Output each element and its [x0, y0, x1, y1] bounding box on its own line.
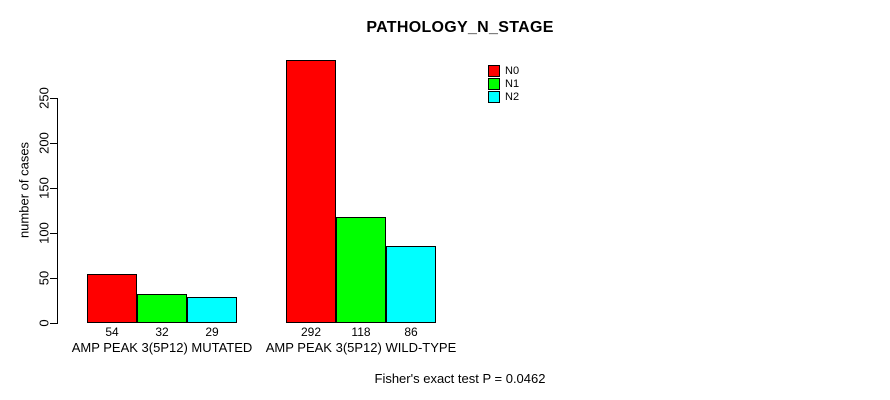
bar-value-label: 86	[404, 325, 418, 339]
y-axis-tick-label: 50	[36, 270, 52, 286]
bar-value-label: 29	[205, 325, 219, 339]
y-axis-tick	[50, 143, 57, 144]
bar-n1-group1	[137, 294, 187, 323]
bar-value-label: 292	[300, 325, 322, 339]
legend-swatch-n0	[488, 65, 500, 77]
y-axis-tick-label: 250	[36, 87, 52, 109]
y-axis-line	[57, 98, 58, 324]
y-axis-tick	[50, 188, 57, 189]
bar-n2-group2	[386, 246, 436, 323]
bar-value-label: 54	[105, 325, 119, 339]
y-axis-tick-label: 0	[36, 319, 52, 327]
bar-n0-group1	[87, 274, 137, 323]
stat-annotation: Fisher's exact test P = 0.0462	[374, 371, 546, 386]
y-axis-tick	[50, 98, 57, 99]
x-axis-group-label: AMP PEAK 3(5P12) MUTATED	[71, 340, 253, 355]
y-axis-tick-label: 200	[36, 132, 52, 154]
y-axis-tick-label: 100	[36, 222, 52, 244]
bar-n1-group2	[336, 217, 386, 323]
y-axis-tick	[50, 323, 57, 324]
bar-value-label: 32	[155, 325, 169, 339]
chart-title: PATHOLOGY_N_STAGE	[366, 19, 554, 36]
x-axis-group-label: AMP PEAK 3(5P12) WILD-TYPE	[265, 340, 457, 355]
y-axis-tick	[50, 233, 57, 234]
legend-swatch-n1	[488, 78, 500, 90]
legend-label-n2: N2	[505, 91, 520, 103]
y-axis-tick-label: 150	[36, 177, 52, 199]
bar-n0-group2	[286, 60, 336, 323]
bar-n2-group1	[187, 297, 237, 323]
legend-label-n0: N0	[505, 65, 520, 77]
legend-label-n1: N1	[505, 78, 520, 90]
bar-value-label: 118	[351, 325, 371, 339]
y-axis-label: number of cases	[16, 141, 32, 239]
legend-swatch-n2	[488, 91, 500, 103]
y-axis-tick	[50, 278, 57, 279]
